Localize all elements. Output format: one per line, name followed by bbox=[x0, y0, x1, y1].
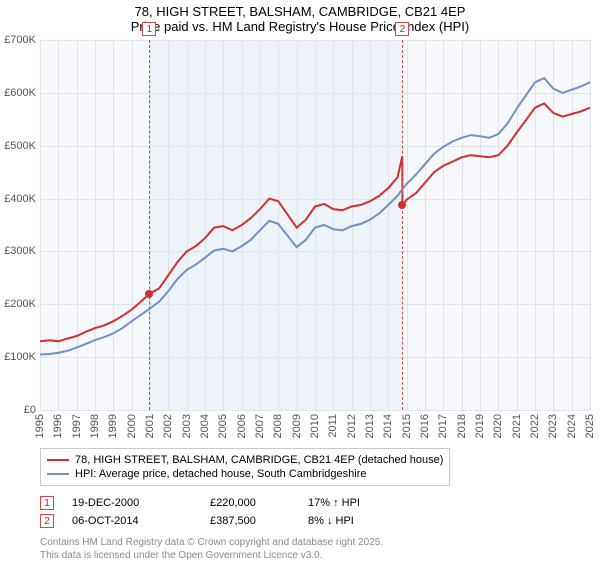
x-tick-label: 2009 bbox=[291, 414, 303, 438]
y-tick-label: £200K bbox=[4, 298, 36, 310]
y-tick-label: £100K bbox=[4, 351, 36, 363]
sale-marker-badge: 1 bbox=[142, 22, 156, 36]
sale-row-badge: 2 bbox=[40, 514, 54, 528]
sale-dot bbox=[145, 290, 153, 298]
x-tick-label: 1995 bbox=[34, 414, 46, 438]
legend-swatch bbox=[47, 459, 69, 461]
y-tick-label: £400K bbox=[4, 193, 36, 205]
x-tick-label: 2016 bbox=[419, 414, 431, 438]
sale-row: 2 06-OCT-2014 £387,500 8% ↓ HPI bbox=[40, 512, 590, 530]
x-tick-label: 2018 bbox=[456, 414, 468, 438]
legend-row: HPI: Average price, detached house, Sout… bbox=[47, 467, 443, 481]
x-tick-label: 2000 bbox=[126, 414, 138, 438]
x-tick-label: 2022 bbox=[529, 414, 541, 438]
sale-date: 06-OCT-2014 bbox=[72, 515, 192, 527]
x-tick-label: 2019 bbox=[474, 414, 486, 438]
series-hpi bbox=[40, 78, 590, 354]
gridline-v bbox=[590, 40, 591, 410]
x-tick-label: 2005 bbox=[217, 414, 229, 438]
x-tick-label: 2025 bbox=[584, 414, 596, 438]
x-tick-label: 1997 bbox=[71, 414, 83, 438]
chart-area: 12 £0£100K£200K£300K£400K£500K£600K£700K… bbox=[40, 40, 590, 410]
legend-and-footer: 78, HIGH STREET, BALSHAM, CAMBRIDGE, CB2… bbox=[40, 448, 590, 562]
x-tick-label: 1996 bbox=[52, 414, 64, 438]
y-tick-label: £700K bbox=[4, 34, 36, 46]
legend-swatch bbox=[47, 473, 69, 475]
attribution-footer: Contains HM Land Registry data © Crown c… bbox=[40, 536, 590, 562]
x-tick-label: 2021 bbox=[511, 414, 523, 438]
sale-row: 1 19-DEC-2000 £220,000 17% ↑ HPI bbox=[40, 494, 590, 512]
sale-dot bbox=[398, 201, 406, 209]
x-tick-label: 2010 bbox=[309, 414, 321, 438]
legend-row: 78, HIGH STREET, BALSHAM, CAMBRIDGE, CB2… bbox=[47, 453, 443, 467]
x-tick-label: 2008 bbox=[272, 414, 284, 438]
x-tick-label: 2006 bbox=[236, 414, 248, 438]
footer-line-1: Contains HM Land Registry data © Crown c… bbox=[40, 536, 590, 549]
x-tick-label: 2020 bbox=[492, 414, 504, 438]
legend-label: HPI: Average price, detached house, Sout… bbox=[75, 468, 366, 480]
sale-marker-badge: 2 bbox=[395, 22, 409, 36]
sale-marker-line bbox=[402, 40, 403, 410]
x-tick-label: 2003 bbox=[181, 414, 193, 438]
y-tick-label: £500K bbox=[4, 140, 36, 152]
legend-box: 78, HIGH STREET, BALSHAM, CAMBRIDGE, CB2… bbox=[40, 448, 450, 486]
sales-table: 1 19-DEC-2000 £220,000 17% ↑ HPI 2 06-OCT-201… bbox=[40, 494, 590, 530]
x-tick-label: 2015 bbox=[401, 414, 413, 438]
title-line-2: Price paid vs. HM Land Registry's House … bbox=[0, 19, 600, 34]
x-tick-label: 1998 bbox=[89, 414, 101, 438]
gridline-h bbox=[40, 410, 590, 411]
x-tick-label: 2024 bbox=[566, 414, 578, 438]
y-tick-label: £300K bbox=[4, 245, 36, 257]
x-tick-label: 2014 bbox=[382, 414, 394, 438]
x-tick-label: 2002 bbox=[162, 414, 174, 438]
x-tick-label: 2004 bbox=[199, 414, 211, 438]
x-tick-label: 2023 bbox=[547, 414, 559, 438]
sale-row-badge: 1 bbox=[40, 496, 54, 510]
x-tick-label: 1999 bbox=[107, 414, 119, 438]
x-tick-label: 2007 bbox=[254, 414, 266, 438]
y-tick-label: £600K bbox=[4, 87, 36, 99]
sale-delta: 8% ↓ HPI bbox=[308, 515, 398, 527]
chart-title: 78, HIGH STREET, BALSHAM, CAMBRIDGE, CB2… bbox=[0, 0, 600, 34]
x-tick-label: 2017 bbox=[437, 414, 449, 438]
sale-marker-line bbox=[149, 40, 150, 410]
sale-price: £220,000 bbox=[210, 497, 290, 509]
series-price_paid bbox=[40, 103, 590, 341]
sale-date: 19-DEC-2000 bbox=[72, 497, 192, 509]
sale-delta: 17% ↑ HPI bbox=[308, 497, 398, 509]
title-line-1: 78, HIGH STREET, BALSHAM, CAMBRIDGE, CB2… bbox=[0, 4, 600, 19]
sale-price: £387,500 bbox=[210, 515, 290, 527]
x-tick-label: 2013 bbox=[364, 414, 376, 438]
footer-line-2: This data is licensed under the Open Gov… bbox=[40, 549, 590, 562]
legend-label: 78, HIGH STREET, BALSHAM, CAMBRIDGE, CB2… bbox=[75, 454, 443, 466]
x-tick-label: 2001 bbox=[144, 414, 156, 438]
line-series bbox=[40, 40, 590, 410]
x-tick-label: 2012 bbox=[346, 414, 358, 438]
x-tick-label: 2011 bbox=[327, 414, 339, 438]
